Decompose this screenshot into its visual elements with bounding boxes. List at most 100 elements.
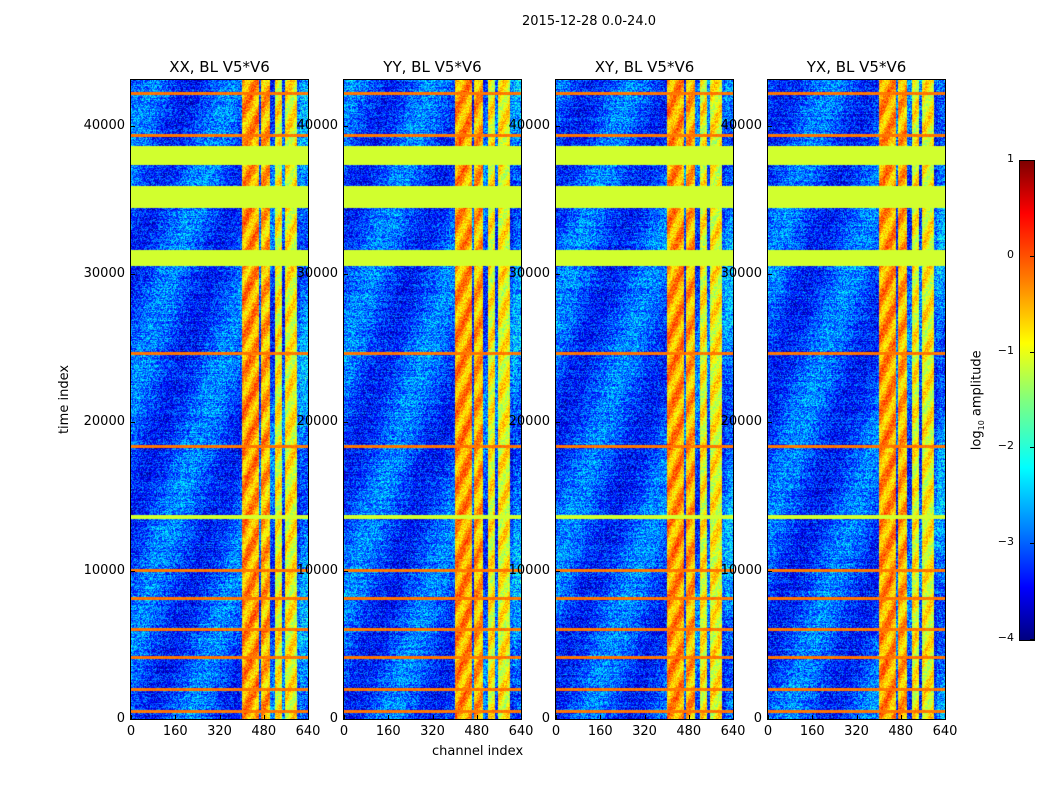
y-tick-mark — [131, 570, 135, 572]
colorbar-tick-label: −4 — [997, 631, 1014, 644]
y-tick-mark — [556, 274, 560, 276]
x-tick-mark — [131, 715, 132, 719]
figure-title: 2015-12-28 0.0-24.0 — [522, 14, 656, 29]
y-tick-label: 40000 — [83, 117, 125, 133]
x-tick-mark — [768, 715, 769, 719]
colorbar-tick-label: −2 — [997, 439, 1014, 453]
y-tick-label: 30000 — [83, 266, 125, 282]
y-tick-mark — [344, 422, 348, 424]
y-tick-mark — [768, 274, 772, 276]
x-tick-mark — [600, 715, 602, 719]
y-tick-mark — [131, 274, 135, 276]
colorbar-tick-mark — [1030, 160, 1034, 161]
y-tick-label: 40000 — [296, 117, 338, 133]
panel-title: YY, BL V5*V6 — [383, 58, 482, 76]
x-tick-label: 160 — [375, 724, 401, 739]
y-tick-mark — [344, 719, 348, 720]
x-tick-mark — [733, 715, 734, 719]
y-tick-label: 10000 — [720, 562, 762, 578]
x-tick-label: 320 — [844, 724, 869, 739]
x-tick-label: 480 — [676, 724, 702, 739]
x-tick-label: 160 — [587, 724, 613, 739]
colorbar-tick-mark — [1030, 639, 1034, 640]
y-tick-mark — [768, 570, 772, 572]
y-tick-mark — [768, 422, 772, 424]
y-tick-label: 20000 — [83, 414, 125, 430]
x-tick-label: 320 — [207, 724, 232, 739]
colorbar-tick-label: 1 — [1007, 152, 1014, 165]
y-tick-mark — [768, 719, 772, 720]
y-tick-label: 0 — [116, 711, 125, 726]
y-tick-label: 30000 — [508, 266, 550, 282]
x-tick-label: 320 — [420, 724, 445, 739]
x-tick-label: 480 — [464, 724, 490, 739]
colorbar-tick-mark — [1030, 255, 1034, 257]
y-tick-label: 10000 — [508, 562, 550, 578]
colorbar-tick-mark — [1030, 351, 1034, 353]
colorbar-tick-label: −3 — [997, 535, 1014, 549]
panel-title: XX, BL V5*V6 — [169, 58, 270, 76]
y-tick-label: 30000 — [720, 266, 762, 282]
x-tick-label: 480 — [888, 724, 914, 739]
x-tick-label: 640 — [932, 724, 958, 739]
x-tick-mark — [521, 715, 522, 719]
x-tick-mark — [432, 715, 434, 719]
panel-title: YX, BL V5*V6 — [806, 58, 907, 76]
x-tick-mark — [644, 715, 646, 719]
y-tick-label: 10000 — [83, 562, 125, 578]
x-tick-mark — [263, 715, 265, 719]
y-tick-mark — [556, 719, 560, 720]
heatmap-panel-yy — [343, 79, 522, 720]
y-tick-label: 40000 — [720, 117, 762, 133]
heatmap-panel-yx — [767, 79, 946, 720]
x-tick-label: 320 — [632, 724, 657, 739]
y-tick-label: 20000 — [296, 414, 338, 430]
y-tick-mark — [344, 570, 348, 572]
x-tick-mark — [344, 715, 345, 719]
x-axis-label: channel index — [432, 744, 524, 759]
panel-title: XY, BL V5*V6 — [594, 58, 695, 76]
x-tick-label: 640 — [720, 724, 746, 739]
x-tick-label: 160 — [162, 724, 188, 739]
colorbar — [1019, 160, 1035, 641]
x-tick-mark — [476, 715, 478, 719]
x-tick-mark — [812, 715, 814, 719]
x-tick-label: 0 — [339, 724, 349, 739]
y-tick-label: 0 — [329, 711, 338, 726]
y-tick-label: 10000 — [296, 562, 338, 578]
y-tick-mark — [768, 125, 772, 127]
x-tick-mark — [945, 715, 946, 719]
y-tick-label: 20000 — [720, 414, 762, 430]
x-tick-mark — [219, 715, 221, 719]
x-tick-mark — [556, 715, 557, 719]
x-tick-label: 640 — [508, 724, 534, 739]
x-tick-mark — [856, 715, 858, 719]
y-tick-mark — [131, 422, 135, 424]
x-tick-mark — [688, 715, 690, 719]
colorbar-tick-mark — [1030, 543, 1034, 545]
y-tick-label: 20000 — [508, 414, 550, 430]
x-tick-label: 0 — [126, 724, 136, 739]
y-tick-mark — [344, 125, 348, 127]
y-tick-mark — [556, 570, 560, 572]
x-tick-mark — [388, 715, 390, 719]
y-tick-mark — [344, 274, 348, 276]
y-tick-label: 40000 — [508, 117, 550, 133]
x-tick-label: 160 — [799, 724, 825, 739]
colorbar-label: log10 amplitude — [969, 350, 987, 451]
x-tick-label: 640 — [295, 724, 321, 739]
heatmap-panel-xy — [555, 79, 734, 720]
y-tick-label: 0 — [753, 711, 762, 726]
y-tick-mark — [131, 125, 135, 127]
x-tick-label: 0 — [763, 724, 773, 739]
colorbar-tick-label: −1 — [997, 343, 1014, 357]
colorbar-tick-label: 0 — [1007, 247, 1014, 261]
colorbar-tick-mark — [1030, 447, 1034, 449]
y-tick-mark — [556, 125, 560, 127]
x-tick-mark — [900, 715, 902, 719]
y-tick-label: 30000 — [296, 266, 338, 282]
heatmap-panel-xx — [130, 79, 309, 720]
x-tick-mark — [175, 715, 177, 719]
y-tick-mark — [131, 719, 135, 720]
